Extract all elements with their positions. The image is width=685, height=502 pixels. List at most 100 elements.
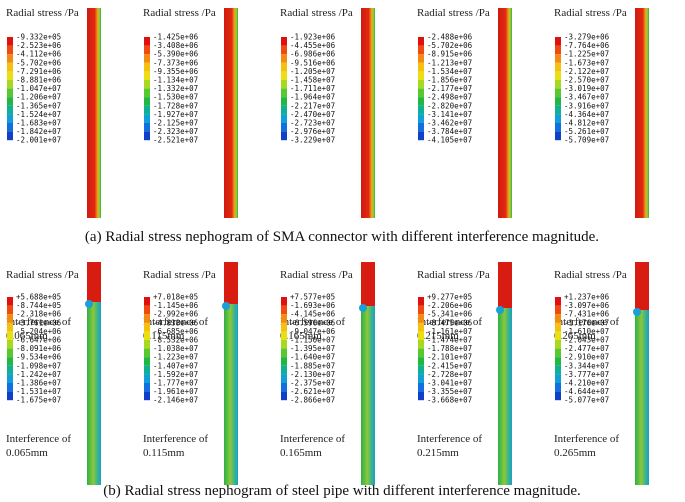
legend-swatch xyxy=(555,348,561,358)
legend-swatch xyxy=(144,131,150,141)
legend-swatch xyxy=(555,365,561,375)
legend-label: -3.777e+07 xyxy=(564,370,609,379)
legend-swatch xyxy=(418,357,424,366)
legend-label: -6.685e+06 xyxy=(153,327,199,336)
legend-swatch xyxy=(555,314,561,323)
legend-label: -3.344e+07 xyxy=(564,361,609,370)
legend-label: +5.688e+05 xyxy=(16,293,61,302)
legend-label: -1.205e+07 xyxy=(290,67,335,76)
legend-swatch xyxy=(281,131,287,141)
stress-strip xyxy=(87,8,101,218)
legend-swatch xyxy=(144,123,150,132)
legend-swatch xyxy=(418,97,424,106)
legend-swatch xyxy=(144,45,150,55)
legend-label: -2.477e+07 xyxy=(564,344,609,353)
legend-swatch xyxy=(418,80,424,89)
interference-label: Interference of xyxy=(417,433,482,445)
legend-label: -2.001e+07 xyxy=(16,136,61,145)
legend-label: -8.532e+06 xyxy=(153,336,199,345)
legend-swatch xyxy=(144,37,150,46)
legend-label: -1.524e+07 xyxy=(16,110,61,119)
legend-label: -1.788e+07 xyxy=(427,344,472,353)
legend-swatch xyxy=(555,383,561,392)
stress-strip xyxy=(361,8,375,218)
legend-swatch xyxy=(7,322,13,332)
legend-swatch xyxy=(555,340,561,349)
legend-label: -1.927e+07 xyxy=(153,110,198,119)
legend-label: -3.097e+06 xyxy=(564,301,610,310)
legend-swatch xyxy=(555,374,561,383)
legend-label: -5.077e+07 xyxy=(564,396,609,405)
legend-label: -1.885e+07 xyxy=(290,361,335,370)
legend-label: -1.683e+07 xyxy=(16,119,61,128)
legend-swatch xyxy=(144,305,150,315)
legend-swatch xyxy=(281,37,287,46)
legend-swatch xyxy=(418,322,424,332)
panel-title: Radial stress /Pa xyxy=(143,7,216,19)
legend-swatch xyxy=(555,331,561,340)
legend-swatch xyxy=(281,297,287,306)
legend-label: -3.916e+07 xyxy=(564,101,609,110)
legend-label: +7.577e+05 xyxy=(290,293,335,302)
legend-label: -8.475e+06 xyxy=(427,318,473,327)
legend-swatch xyxy=(555,62,561,72)
legend-label: -5.709e+07 xyxy=(564,136,609,145)
legend-swatch xyxy=(418,365,424,375)
legend-swatch xyxy=(7,123,13,132)
legend-swatch xyxy=(555,37,561,46)
legend-label: -9.047e+06 xyxy=(290,327,336,336)
legend-label: -8.915e+06 xyxy=(427,50,473,59)
legend-label: -8.091e+06 xyxy=(16,344,62,353)
stress-strip xyxy=(224,262,238,304)
legend-label: -1.365e+07 xyxy=(16,101,61,110)
legend-swatch xyxy=(7,365,13,375)
legend-swatch xyxy=(7,297,13,306)
legend-swatch xyxy=(7,391,13,401)
legend-swatch xyxy=(555,305,561,315)
legend-label: -2.820e+07 xyxy=(427,101,472,110)
stress-strip xyxy=(635,310,649,485)
legend-swatch xyxy=(144,331,150,340)
legend-label: -1.425e+06 xyxy=(153,33,199,42)
legend-label: -1.145e+06 xyxy=(153,301,199,310)
legend-label: -1.964e+07 xyxy=(290,93,335,102)
legend-label: -1.150e+07 xyxy=(290,336,335,345)
legend-label: -9.534e+06 xyxy=(16,353,62,362)
legend-label: -2.976e+07 xyxy=(290,127,335,136)
legend-label: -2.318e+06 xyxy=(16,310,62,319)
legend-label: -9.332e+05 xyxy=(16,33,61,42)
legend-label: -1.407e+07 xyxy=(153,361,198,370)
legend-label: -1.673e+07 xyxy=(564,58,609,67)
panel-title: Radial stress /Pa xyxy=(6,7,79,19)
legend-swatch xyxy=(555,391,561,401)
legend-label: -3.355e+07 xyxy=(427,387,472,396)
legend-swatch xyxy=(281,114,287,123)
legend-swatch xyxy=(418,45,424,55)
legend-swatch xyxy=(7,383,13,392)
panel-title: Radial stress /Pa xyxy=(417,269,490,281)
legend-swatch xyxy=(418,348,424,358)
legend-swatch xyxy=(7,54,13,63)
legend-label: -1.332e+07 xyxy=(153,84,198,93)
legend-swatch xyxy=(281,357,287,366)
legend-label: -1.395e+07 xyxy=(290,344,335,353)
legend-label: -8.881e+06 xyxy=(16,76,62,85)
legend-swatch xyxy=(281,123,287,132)
legend-swatch xyxy=(418,331,424,340)
legend-label: -1.176e+07 xyxy=(564,318,609,327)
interference-value: 0.115mm xyxy=(143,330,185,342)
legend-label: -1.842e+07 xyxy=(16,127,61,136)
legend-swatch xyxy=(281,88,287,98)
stress-strip xyxy=(87,262,101,302)
caption: (a) Radial stress nephogram of SMA conne… xyxy=(85,229,599,245)
interference-value: 0.165mm xyxy=(280,330,322,342)
legend-label: -3.668e+07 xyxy=(427,396,472,405)
legend-swatch xyxy=(281,340,287,349)
legend-swatch xyxy=(418,305,424,315)
legend-swatch xyxy=(555,80,561,89)
legend-swatch xyxy=(281,54,287,63)
legend-swatch xyxy=(555,97,561,106)
legend-swatch xyxy=(7,331,13,340)
legend-swatch xyxy=(144,105,150,115)
legend-label: -1.531e+07 xyxy=(16,387,61,396)
